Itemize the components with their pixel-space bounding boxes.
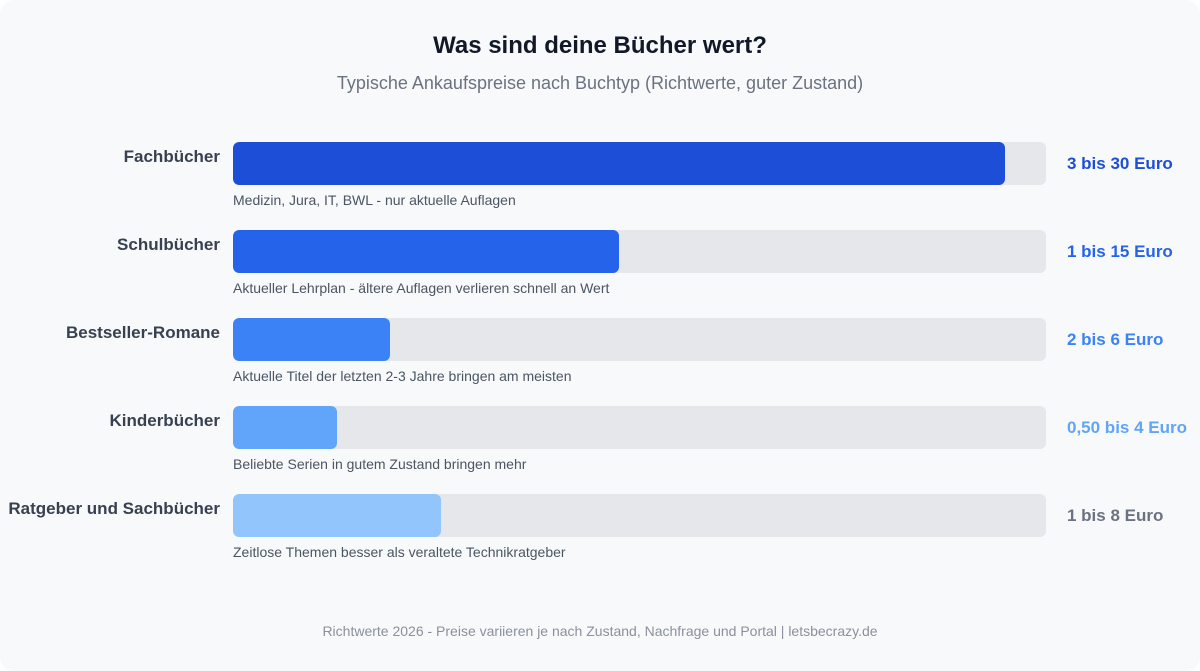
chart-title: Was sind deine Bücher wert? <box>433 32 767 59</box>
chart-footer: Richtwerte 2026 - Preise variieren je na… <box>322 623 878 639</box>
bar-note: Aktueller Lehrplan - ältere Auflagen ver… <box>233 280 610 296</box>
category-label: Schulbücher <box>117 235 220 254</box>
bar-row: Bestseller-Romane 2 bis 6 Euro Aktuelle Ti… <box>0 318 1200 398</box>
bar <box>233 406 337 449</box>
category-label: Kinderbücher <box>109 411 220 430</box>
category-label: Bestseller-Romane <box>65 323 220 342</box>
value-label: 2 bis 6 Euro <box>1067 330 1164 349</box>
bar-track <box>233 230 1046 273</box>
bar <box>233 494 441 537</box>
value-label: 1 bis 8 Euro <box>1067 506 1164 525</box>
bar <box>233 142 1005 185</box>
category-label: Ratgeber und Sachbücher <box>8 499 220 518</box>
bar-row: Fachbücher 3 bis 30 Euro Medizin, Jura, IT… <box>0 142 1200 222</box>
bar-track <box>233 406 1046 449</box>
bar-track <box>233 142 1046 185</box>
bar-row: Ratgeber und Sachbücher 1 bis 8 Euro Zeitl… <box>0 494 1200 574</box>
bar-note: Zeitlose Themen besser als veraltete Tec… <box>233 544 566 560</box>
value-label: 3 bis 30 Euro <box>1067 154 1173 173</box>
bar <box>233 230 619 273</box>
bar-track <box>233 494 1046 537</box>
value-label: 1 bis 15 Euro <box>1067 242 1173 261</box>
bar-row: Kinderbücher 0,50 bis 4 Euro Beliebte Seri… <box>0 406 1200 486</box>
chart-subtitle: Typische Ankaufspreise nach Buchtyp (Ric… <box>336 73 864 93</box>
value-label: 0,50 bis 4 Euro <box>1067 418 1187 437</box>
bar <box>233 318 390 361</box>
category-label: Fachbücher <box>123 147 220 166</box>
bar-note: Beliebte Serien in gutem Zustand bringen… <box>233 456 527 472</box>
bar-note: Medizin, Jura, IT, BWL - nur aktuelle Au… <box>233 192 516 208</box>
bar-note: Aktuelle Titel der letzten 2-3 Jahre bri… <box>233 368 572 384</box>
bar-row: Schulbücher 1 bis 15 Euro Aktueller Lehrpl… <box>0 230 1200 310</box>
bar-track <box>233 318 1046 361</box>
